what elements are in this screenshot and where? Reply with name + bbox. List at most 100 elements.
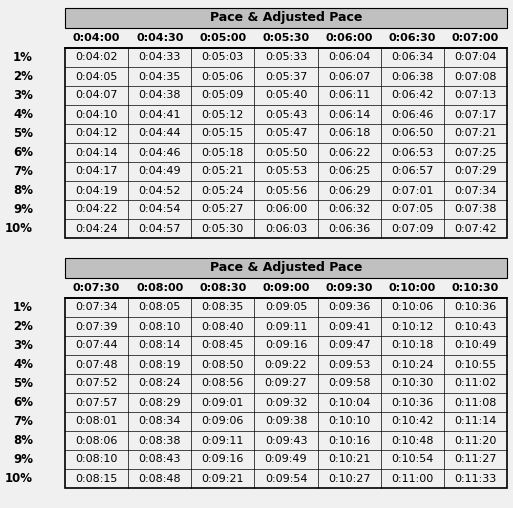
Text: 8%: 8% [13,434,33,447]
Text: 0:09:53: 0:09:53 [328,360,370,369]
Text: 0:06:50: 0:06:50 [391,129,433,139]
Text: 0:08:01: 0:08:01 [75,417,118,427]
Text: 9%: 9% [13,203,33,216]
Text: 0:07:25: 0:07:25 [454,147,497,157]
Text: 0:08:06: 0:08:06 [75,435,118,446]
Text: 0:09:54: 0:09:54 [265,473,307,484]
Text: 0:04:49: 0:04:49 [139,167,181,176]
Text: 0:05:03: 0:05:03 [202,52,244,62]
Text: 0:06:07: 0:06:07 [328,72,370,81]
Text: 0:10:55: 0:10:55 [455,360,497,369]
Text: 7%: 7% [13,415,33,428]
Text: 0:07:21: 0:07:21 [454,129,497,139]
Text: 0:10:43: 0:10:43 [454,322,497,332]
Text: 0:05:09: 0:05:09 [202,90,244,101]
Text: Pace & Adjusted Pace: Pace & Adjusted Pace [210,262,362,274]
Text: 0:10:18: 0:10:18 [391,340,433,351]
Text: 0:07:04: 0:07:04 [454,52,497,62]
Text: 0:04:52: 0:04:52 [139,185,181,196]
Text: 0:07:05: 0:07:05 [391,205,433,214]
Text: 0:10:27: 0:10:27 [328,473,370,484]
Text: 0:05:33: 0:05:33 [265,52,307,62]
Text: 0:06:42: 0:06:42 [391,90,433,101]
Text: 0:08:35: 0:08:35 [202,302,244,312]
Text: 0:07:17: 0:07:17 [454,110,497,119]
Text: 0:08:30: 0:08:30 [199,283,246,293]
Bar [65,48,507,238]
Text: 0:08:10: 0:08:10 [75,455,118,464]
Text: 0:08:29: 0:08:29 [139,397,181,407]
Text: 0:10:49: 0:10:49 [454,340,497,351]
Text: 0:07:57: 0:07:57 [75,397,118,407]
Text: 0:04:14: 0:04:14 [75,147,118,157]
Text: 0:10:54: 0:10:54 [391,455,433,464]
Text: 0:06:57: 0:06:57 [391,167,433,176]
Text: 0:09:47: 0:09:47 [328,340,370,351]
Text: 0:06:30: 0:06:30 [389,33,436,43]
Text: 0:04:19: 0:04:19 [75,185,118,196]
Text: 9%: 9% [13,453,33,466]
Text: 0:07:34: 0:07:34 [454,185,497,196]
Text: 0:07:00: 0:07:00 [452,33,499,43]
Text: 0:06:53: 0:06:53 [391,147,433,157]
Text: 0:08:50: 0:08:50 [202,360,244,369]
Text: 3%: 3% [13,89,33,102]
Text: 0:05:00: 0:05:00 [199,33,246,43]
Text: 0:11:33: 0:11:33 [455,473,497,484]
Text: 0:08:48: 0:08:48 [139,473,181,484]
Text: 0:06:46: 0:06:46 [391,110,433,119]
Text: 0:08:38: 0:08:38 [139,435,181,446]
Text: 0:06:03: 0:06:03 [265,224,307,234]
Text: 0:06:00: 0:06:00 [325,33,373,43]
Text: 0:06:25: 0:06:25 [328,167,370,176]
Text: 6%: 6% [13,396,33,409]
Text: 0:05:37: 0:05:37 [265,72,307,81]
Text: 0:07:01: 0:07:01 [391,185,433,196]
Text: 2%: 2% [13,320,33,333]
Text: 1%: 1% [13,301,33,314]
Text: 0:05:53: 0:05:53 [265,167,307,176]
Text: 0:10:42: 0:10:42 [391,417,433,427]
Text: 0:08:45: 0:08:45 [202,340,244,351]
Text: 0:05:21: 0:05:21 [202,167,244,176]
Text: 0:10:36: 0:10:36 [455,302,497,312]
Text: 0:04:46: 0:04:46 [139,147,181,157]
Text: 0:07:38: 0:07:38 [454,205,497,214]
Text: 0:09:22: 0:09:22 [265,360,307,369]
Text: 0:10:06: 0:10:06 [391,302,433,312]
Text: 0:08:43: 0:08:43 [139,455,181,464]
Text: 0:08:15: 0:08:15 [75,473,118,484]
Text: 0:07:44: 0:07:44 [75,340,118,351]
Text: 0:05:06: 0:05:06 [202,72,244,81]
Text: 0:06:11: 0:06:11 [328,90,370,101]
Bar [65,258,507,278]
Text: 0:06:04: 0:06:04 [328,52,370,62]
Text: 0:04:12: 0:04:12 [75,129,118,139]
Text: 0:08:05: 0:08:05 [139,302,181,312]
Text: 0:04:05: 0:04:05 [75,72,118,81]
Text: 0:08:40: 0:08:40 [202,322,244,332]
Text: 0:08:10: 0:08:10 [139,322,181,332]
Text: 0:07:52: 0:07:52 [75,378,118,389]
Text: 0:11:00: 0:11:00 [391,473,433,484]
Text: 0:08:34: 0:08:34 [139,417,181,427]
Text: 5%: 5% [13,127,33,140]
Text: 0:10:12: 0:10:12 [391,322,433,332]
Text: 10%: 10% [5,222,33,235]
Text: 0:09:06: 0:09:06 [202,417,244,427]
Text: 8%: 8% [13,184,33,197]
Text: 6%: 6% [13,146,33,159]
Text: 0:11:27: 0:11:27 [454,455,497,464]
Text: 0:11:14: 0:11:14 [454,417,497,427]
Text: 0:04:38: 0:04:38 [139,90,181,101]
Text: 0:04:00: 0:04:00 [73,33,120,43]
Text: 0:04:24: 0:04:24 [75,224,118,234]
Text: 0:07:29: 0:07:29 [454,167,497,176]
Text: 0:06:00: 0:06:00 [265,205,307,214]
Text: 0:07:30: 0:07:30 [73,283,120,293]
Text: 7%: 7% [13,165,33,178]
Text: 0:09:11: 0:09:11 [265,322,307,332]
Text: 0:04:33: 0:04:33 [139,52,181,62]
Text: 0:04:07: 0:04:07 [75,90,118,101]
Text: 0:04:35: 0:04:35 [139,72,181,81]
